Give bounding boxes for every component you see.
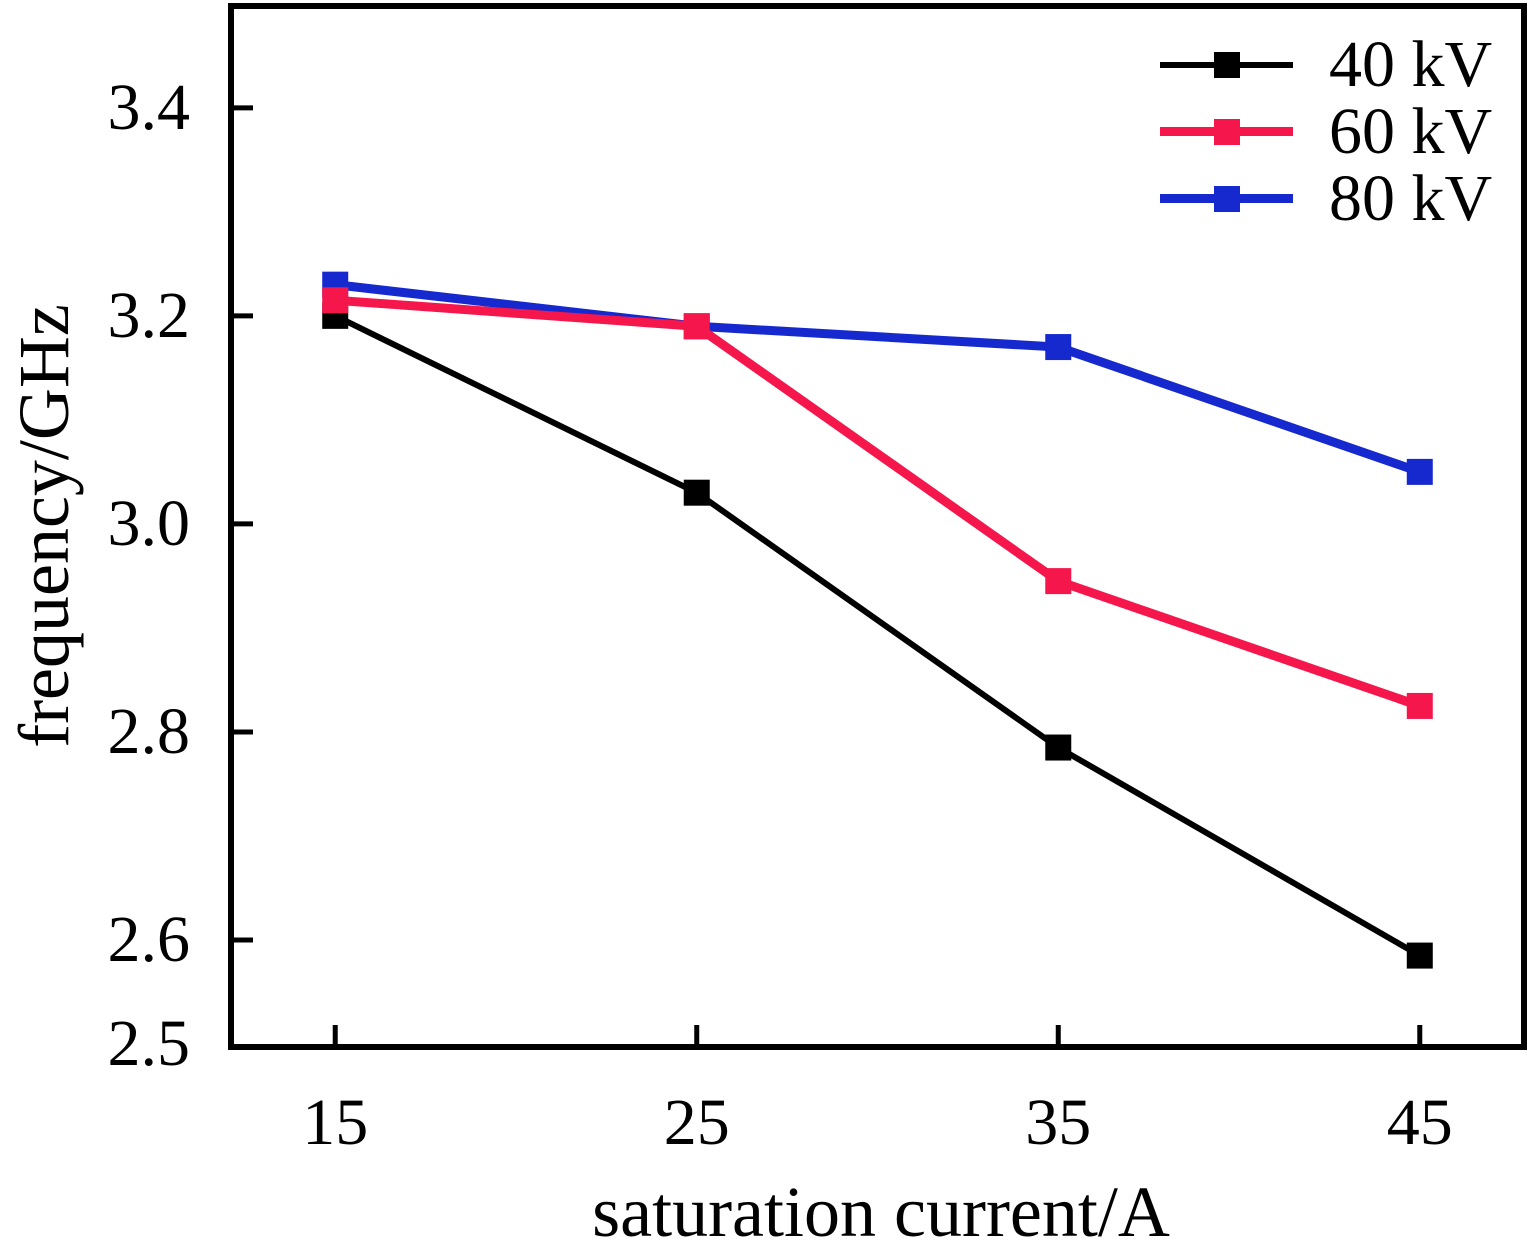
legend: 40 kV 60 kV 80 kV [1160, 31, 1530, 232]
data-point-marker-80-kV [1406, 458, 1433, 485]
legend-line-sample [1160, 165, 1293, 232]
data-point-marker-40-kV [1045, 734, 1072, 761]
plot-area: 40 kV 60 kV 80 kV [228, 3, 1527, 1050]
series-line-40-kV [333, 313, 1422, 959]
y-tick-label: 3.2 [107, 278, 191, 352]
x-tick-label: 15 [302, 1086, 369, 1159]
data-point-marker-60-kV [683, 313, 710, 340]
legend-label: 80 kV [1329, 161, 1493, 235]
x-tick-label: 25 [663, 1086, 730, 1159]
data-point-marker-60-kV [1045, 568, 1072, 595]
data-point-marker-60-kV [1406, 692, 1433, 719]
x-tick-label: 35 [1025, 1086, 1092, 1159]
data-point-marker-40-kV [683, 479, 710, 506]
y-tick-label: 2.6 [107, 902, 191, 976]
y-tick-label: 2.5 [107, 1007, 191, 1080]
y-tick-label: 3.4 [107, 70, 191, 144]
legend-line-sample [1160, 98, 1293, 165]
legend-square-marker-icon [1213, 51, 1240, 78]
legend-item-60-kV: 60 kV [1160, 98, 1530, 165]
legend-item-80-kV: 80 kV [1160, 165, 1530, 232]
data-point-marker-60-kV [322, 287, 349, 314]
x-axis-title: saturation current/A [592, 1172, 1170, 1252]
x-tick-label: 45 [1386, 1086, 1453, 1159]
chart-canvas [234, 105, 1433, 1044]
legend-label: 40 kV [1329, 27, 1493, 101]
legend-square-marker-icon [1213, 118, 1240, 145]
legend-item-40-kV: 40 kV [1160, 31, 1530, 98]
data-point-marker-40-kV [1406, 942, 1433, 969]
series-line-80-kV [334, 280, 1422, 477]
legend-label: 60 kV [1329, 94, 1493, 168]
data-point-marker-80-kV [1045, 334, 1072, 361]
legend-square-marker-icon [1213, 185, 1240, 212]
series-line-60-kV [334, 295, 1422, 711]
y-tick-label: 2.8 [107, 694, 191, 768]
legend-line-sample [1160, 31, 1293, 98]
y-tick-label: 3.0 [107, 486, 191, 560]
